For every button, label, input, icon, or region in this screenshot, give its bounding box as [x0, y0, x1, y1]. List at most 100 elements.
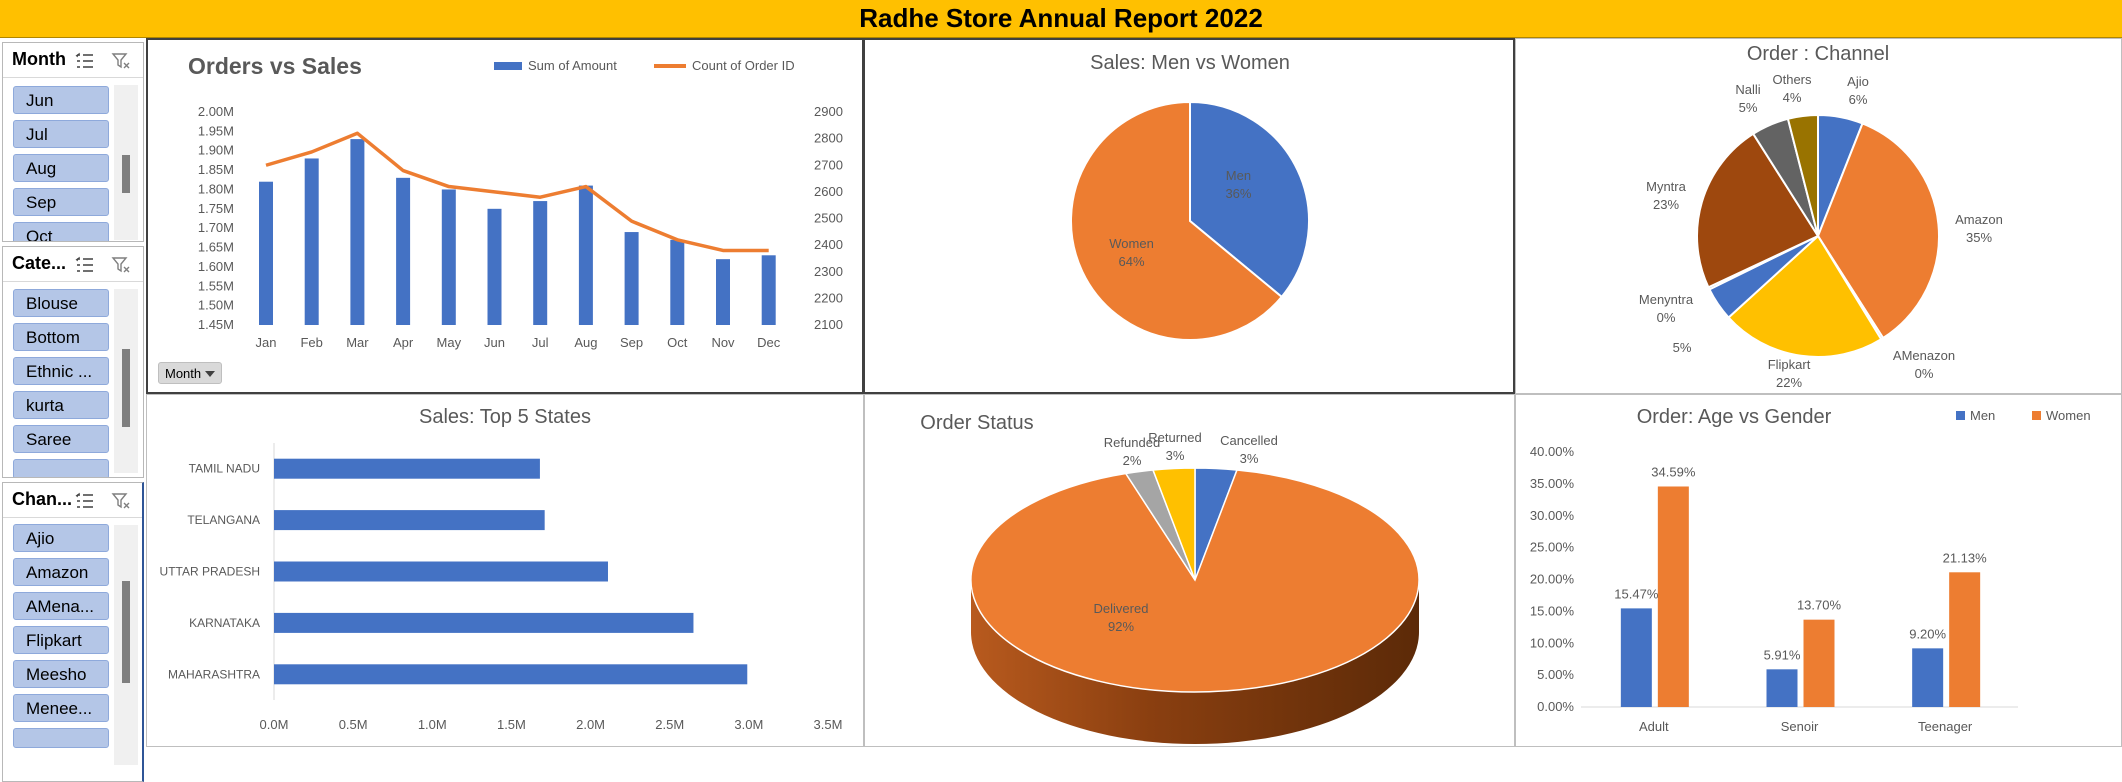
pie-slice — [1696, 132, 1820, 289]
y-tick-label: 25.00% — [1530, 540, 1575, 555]
slicer-item-flipkart[interactable]: Flipkart — [13, 626, 109, 654]
slice-value: 23% — [1653, 197, 1679, 212]
data-label: 9.20% — [1909, 626, 1946, 641]
multi-select-icon[interactable] — [75, 256, 95, 274]
chart-title: Sales: Men vs Women — [1090, 52, 1290, 74]
month-field-button[interactable]: Month — [158, 362, 222, 384]
slicer-item-amazon[interactable]: Amazon — [13, 558, 109, 586]
clear-filter-icon[interactable] — [111, 51, 131, 71]
y-tick-label: 1.85M — [198, 162, 234, 177]
panel-order-status: Order Status Cancelled 3% Delivered 92% Refun… — [864, 394, 1515, 747]
y-tick-label: 10.00% — [1530, 635, 1575, 650]
slicer-item-jun[interactable]: Jun — [13, 86, 109, 114]
y2-tick-label: 2300 — [814, 264, 843, 279]
x-tick-label: Mar — [346, 335, 369, 350]
slicer-column: Month Jun Jul Aug Sep Oct Cate... Blouse… — [0, 38, 146, 782]
bar — [396, 177, 411, 325]
y-tick-label: 30.00% — [1530, 508, 1575, 523]
bar — [761, 255, 776, 325]
dropdown-arrow-icon — [205, 371, 215, 377]
slicer-scroll-thumb[interactable] — [122, 155, 130, 193]
x-tick-label: 2.5M — [655, 717, 684, 732]
x-tick-label: 1.5M — [497, 717, 526, 732]
y-tick-label: 1.80M — [198, 181, 234, 196]
clear-filter-icon[interactable] — [111, 491, 131, 511]
x-tick-label: Jul — [532, 335, 549, 350]
slice-label: AMenazon — [1893, 348, 1955, 363]
x-tick-label: Senoir — [1781, 719, 1819, 734]
data-label: 34.59% — [1651, 464, 1696, 479]
bar — [1912, 648, 1944, 707]
pie-side-wall — [971, 580, 1419, 744]
slicer-item-partial[interactable] — [13, 459, 109, 477]
top-states-chart: Sales: Top 5 States 0.0M 0.5M 1.0M 1.5M 2.0M 2… — [160, 406, 843, 732]
slice-label: Cancelled — [1220, 433, 1278, 448]
slice-label: Amazon — [1955, 212, 2003, 227]
y2-tick-label: 2100 — [814, 317, 843, 332]
slicer-scroll-thumb[interactable] — [122, 349, 130, 427]
y-tick-label: 1.75M — [198, 201, 234, 216]
pie-slice — [1070, 100, 1284, 341]
slicer-item-sep[interactable]: Sep — [13, 188, 109, 216]
data-label: 5.91% — [1764, 647, 1801, 662]
clear-filter-icon[interactable] — [111, 255, 131, 275]
slicer-category: Cate... Blouse Bottom Ethnic ... kurta S… — [2, 246, 144, 478]
slice-label: Delivered — [1094, 601, 1149, 616]
slicer-item-meesho[interactable]: Meesho — [13, 660, 109, 688]
y2-tick-label: 2900 — [814, 104, 843, 119]
slicer-month: Month Jun Jul Aug Sep Oct — [2, 42, 144, 242]
slice-label: Ajio — [1847, 74, 1869, 89]
slice-label: Nalli — [1735, 82, 1760, 97]
slicer-item-aug[interactable]: Aug — [13, 154, 109, 182]
y-tick-label: 1.50M — [198, 298, 234, 313]
bar — [624, 232, 639, 325]
x-tick-label: Nov — [711, 335, 735, 350]
panel-men-vs-women: Sales: Men vs Women Men 36% Women 64% — [864, 38, 1515, 394]
slicer-item-bottom[interactable]: Bottom — [13, 323, 109, 351]
y2-tick-label: 2400 — [814, 237, 843, 252]
x-tick-label: Jun — [484, 335, 505, 350]
slicer-scroll-thumb[interactable] — [122, 581, 130, 683]
slicer-item-ajio[interactable]: Ajio — [13, 524, 109, 552]
bar — [487, 208, 502, 325]
x-tick-label: Teenager — [1918, 719, 1973, 734]
slicer-item-kurta[interactable]: kurta — [13, 391, 109, 419]
age-vs-gender-chart: Order: Age vs Gender Men Women 40.00% 35.00%… — [1530, 406, 2091, 734]
y-tick-label: TAMIL NADU — [189, 462, 260, 476]
multi-select-icon[interactable] — [75, 52, 95, 70]
panel-top-states: Sales: Top 5 States 0.0M 0.5M 1.0M 1.5M 2.0M 2… — [146, 394, 864, 747]
bar — [1803, 619, 1835, 707]
x-tick-label: Feb — [300, 335, 322, 350]
slice-value: 6% — [1849, 92, 1868, 107]
y-tick-label: 1.70M — [198, 220, 234, 235]
x-tick-label: 2.0M — [576, 717, 605, 732]
slice-value: 3% — [1166, 448, 1185, 463]
bar — [1620, 608, 1652, 707]
y-tick-label: KARNATAKA — [189, 616, 260, 630]
slicer-item-ethnic[interactable]: Ethnic ... — [13, 357, 109, 385]
data-label: 13.70% — [1797, 598, 1842, 613]
pie-slice — [1189, 100, 1310, 299]
y-tick-label: MAHARASHTRA — [168, 667, 260, 681]
y2-tick-label: 2700 — [814, 157, 843, 172]
multi-select-icon[interactable] — [75, 492, 95, 510]
slicer-item-partial[interactable] — [13, 728, 109, 748]
y2-tick-label: 2500 — [814, 211, 843, 226]
slicer-item-menee[interactable]: Menee... — [13, 694, 109, 722]
pie-slice — [970, 469, 1420, 693]
legend-label: Men — [1970, 408, 1995, 423]
chart-title: Order : Channel — [1747, 43, 1889, 65]
y-tick-label: 1.55M — [198, 278, 234, 293]
y-tick-label: 35.00% — [1530, 476, 1575, 491]
bar — [578, 185, 593, 325]
slicer-item-oct[interactable]: Oct — [13, 222, 109, 241]
bar — [716, 259, 730, 325]
month-field-label: Month — [165, 366, 202, 381]
y-tick-label: 0.00% — [1537, 699, 1574, 714]
slice-value: 5% — [1739, 100, 1758, 115]
slicer-item-saree[interactable]: Saree — [13, 425, 109, 453]
slice-value: 64% — [1119, 254, 1145, 269]
slicer-item-jul[interactable]: Jul — [13, 120, 109, 148]
slicer-item-amenazon[interactable]: AMena... — [13, 592, 109, 620]
slicer-item-blouse[interactable]: Blouse — [13, 289, 109, 317]
